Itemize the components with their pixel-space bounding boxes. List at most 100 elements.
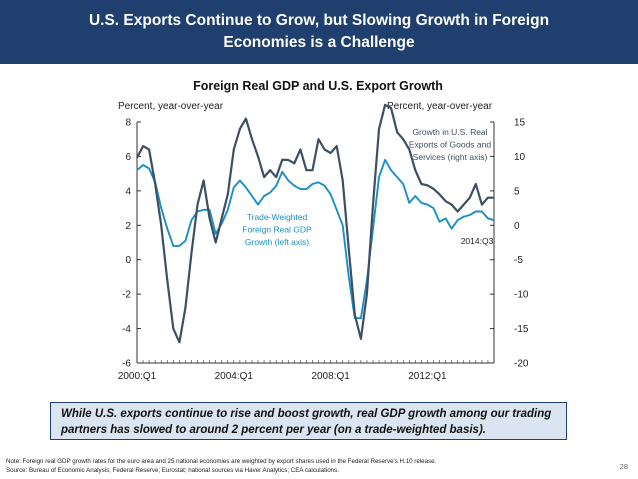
- data-point-us-exports: [457, 210, 459, 213]
- footnotes: Note: Foreign real GDP growth rates for …: [6, 457, 596, 475]
- page-number: 28: [619, 462, 628, 471]
- annotation-latest-quarter: 2014:Q3: [461, 236, 494, 246]
- data-point-foreign-gdp: [396, 176, 398, 178]
- data-point-us-exports: [438, 193, 441, 195]
- data-point-us-exports: [469, 197, 471, 199]
- data-point-us-exports: [136, 157, 138, 159]
- data-point-us-exports: [402, 138, 404, 140]
- y-right-tick-label: -20: [514, 359, 529, 370]
- data-point-us-exports: [311, 169, 314, 171]
- data-point-foreign-gdp: [323, 185, 326, 187]
- data-point-us-exports: [493, 197, 495, 199]
- data-point-foreign-gdp: [190, 219, 193, 221]
- x-tick-label: 2012:Q1: [408, 371, 447, 382]
- data-point-us-exports: [172, 327, 174, 330]
- data-point-foreign-gdp: [178, 245, 180, 247]
- y-left-tick-label: -4: [122, 324, 131, 335]
- data-point-us-exports: [202, 179, 205, 182]
- data-point-foreign-gdp: [408, 202, 410, 204]
- data-point-us-exports: [348, 248, 350, 250]
- chart-source: Source: Bureau of Economic Analysis; Fed…: [6, 467, 339, 474]
- series-line-foreign-gdp: [136, 158, 495, 320]
- data-point-us-exports: [432, 188, 435, 190]
- data-point-us-exports: [323, 148, 326, 151]
- y-right-tick-label: 15: [514, 118, 526, 129]
- data-point-foreign-gdp: [475, 210, 477, 213]
- y-left-tick-label: -2: [122, 290, 131, 301]
- data-point-foreign-gdp: [457, 219, 459, 221]
- callout-box: While U.S. exports continue to rise and …: [50, 402, 567, 440]
- slide-title: U.S. Exports Continue to Grow, but Slowi…: [88, 12, 550, 51]
- data-point-foreign-gdp: [390, 169, 392, 171]
- data-point-us-exports: [342, 179, 344, 182]
- data-point-foreign-gdp: [426, 204, 429, 206]
- data-point-foreign-gdp: [469, 214, 471, 216]
- data-point-foreign-gdp: [330, 193, 332, 195]
- y-left-tick-label: 8: [125, 118, 131, 129]
- data-point-us-exports: [390, 107, 392, 109]
- data-point-foreign-gdp: [493, 219, 495, 221]
- data-point-foreign-gdp: [438, 221, 441, 223]
- data-point-foreign-gdp: [481, 210, 483, 213]
- data-point-foreign-gdp: [451, 228, 453, 230]
- data-point-foreign-gdp: [257, 204, 259, 206]
- data-point-foreign-gdp: [227, 209, 229, 211]
- data-point-foreign-gdp: [336, 209, 338, 211]
- data-point-foreign-gdp: [311, 183, 314, 185]
- data-point-us-exports: [233, 148, 235, 151]
- data-point-foreign-gdp: [342, 224, 344, 226]
- data-point-us-exports: [293, 162, 295, 164]
- data-point-us-exports: [305, 169, 308, 171]
- x-tick-label: 2000:Q1: [118, 371, 157, 382]
- data-point-us-exports: [287, 159, 289, 161]
- series-label-foreign-gdp: Foreign Real GDP: [242, 225, 312, 235]
- data-point-us-exports: [408, 148, 410, 151]
- data-point-us-exports: [269, 169, 271, 171]
- data-point-foreign-gdp: [142, 164, 144, 166]
- data-point-us-exports: [360, 338, 362, 340]
- data-point-us-exports: [263, 176, 265, 178]
- data-point-foreign-gdp: [215, 233, 217, 235]
- y-right-tick-label: 5: [514, 186, 520, 197]
- series-label-foreign-gdp: Growth (left axis): [245, 237, 309, 247]
- data-point-foreign-gdp: [281, 171, 283, 173]
- y-left-tick-label: -6: [122, 359, 131, 370]
- data-point-us-exports: [475, 183, 477, 185]
- data-point-us-exports: [481, 204, 483, 206]
- data-point-foreign-gdp: [239, 179, 241, 182]
- chart-note: Note: Foreign real GDP growth rates for …: [6, 458, 437, 465]
- data-point-us-exports: [354, 314, 356, 316]
- data-point-foreign-gdp: [299, 188, 301, 190]
- data-point-foreign-gdp: [384, 159, 386, 161]
- data-point-foreign-gdp: [148, 167, 150, 170]
- data-point-us-exports: [227, 193, 229, 195]
- data-point-foreign-gdp: [360, 317, 362, 319]
- data-point-us-exports: [275, 176, 277, 178]
- data-point-us-exports: [215, 241, 217, 244]
- series-label-foreign-gdp: Trade-Weighted: [247, 212, 308, 222]
- data-point-us-exports: [414, 169, 416, 171]
- y-right-tick-label: 10: [514, 152, 526, 163]
- data-point-us-exports: [196, 204, 199, 206]
- data-point-us-exports: [384, 104, 386, 106]
- data-point-us-exports: [372, 204, 374, 206]
- data-point-foreign-gdp: [305, 188, 308, 190]
- data-point-foreign-gdp: [233, 186, 235, 189]
- data-point-foreign-gdp: [166, 228, 168, 230]
- data-point-us-exports: [245, 117, 247, 120]
- data-point-foreign-gdp: [202, 209, 205, 211]
- data-point-foreign-gdp: [372, 228, 374, 230]
- data-point-foreign-gdp: [263, 195, 265, 197]
- y-axis-left-label: Percent, year-over-year: [118, 101, 224, 112]
- data-point-us-exports: [366, 293, 368, 295]
- data-point-foreign-gdp: [136, 169, 138, 171]
- y-left-tick-label: 2: [125, 221, 131, 232]
- data-point-us-exports: [451, 204, 453, 206]
- data-point-us-exports: [257, 155, 259, 158]
- series-label-us-exports: Exports of Goods and: [409, 140, 491, 150]
- data-point-foreign-gdp: [348, 276, 350, 278]
- y-left-tick-label: 4: [125, 186, 131, 197]
- data-point-foreign-gdp: [184, 240, 187, 242]
- y-axis-right-label: Percent, year-over-year: [387, 101, 493, 112]
- y-left-tick-label: 0: [125, 255, 131, 266]
